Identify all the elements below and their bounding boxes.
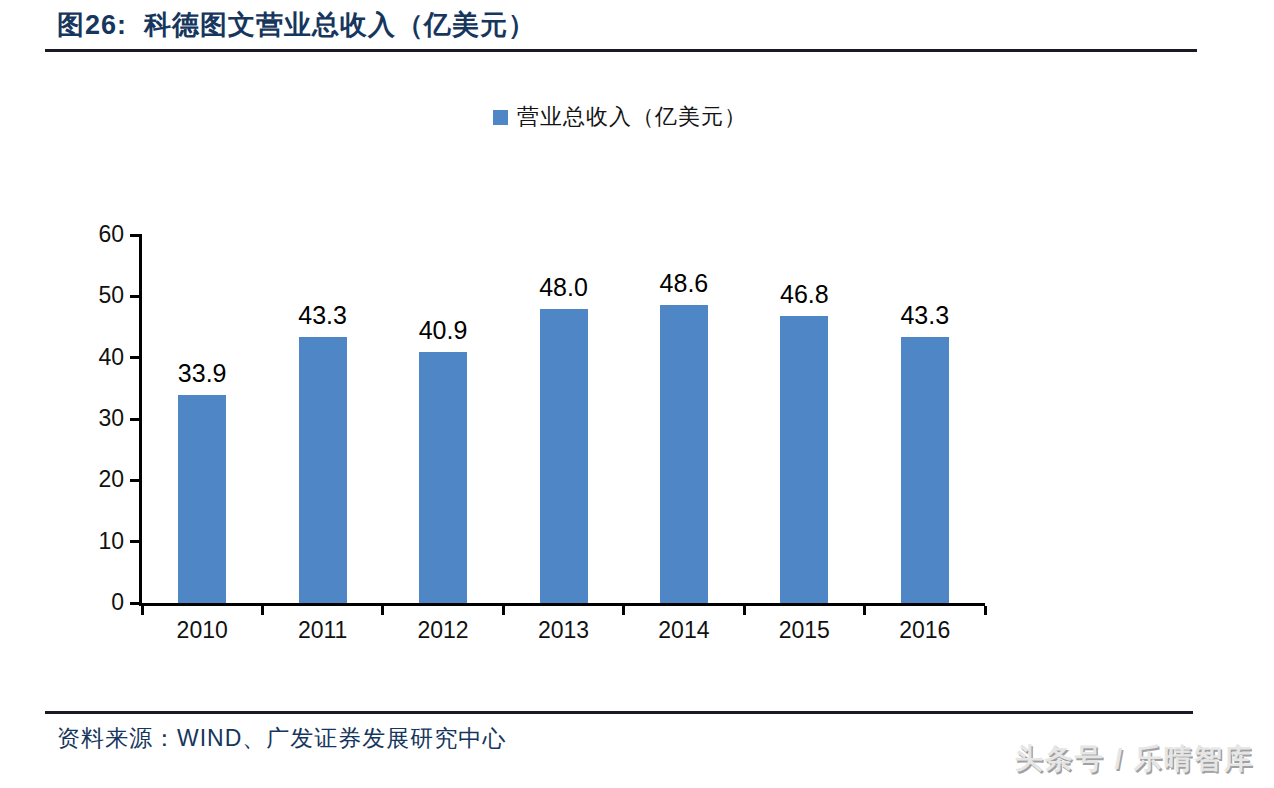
x-axis-tick (502, 606, 505, 615)
bar (780, 316, 828, 603)
x-axis-label: 2015 (749, 617, 859, 644)
y-axis-tick (130, 602, 139, 605)
x-axis-tick (261, 606, 264, 615)
y-axis-label: 20 (64, 466, 124, 493)
y-axis-tick (130, 418, 139, 421)
x-axis-label: 2014 (629, 617, 739, 644)
y-axis-tick (130, 295, 139, 298)
bar-value-label: 43.3 (268, 301, 378, 330)
x-axis-label: 2012 (388, 617, 498, 644)
y-axis-label: 10 (64, 528, 124, 555)
y-axis-label: 30 (64, 405, 124, 432)
y-axis-tick (130, 479, 139, 482)
bar-value-label: 46.8 (749, 280, 859, 309)
bar-value-label: 48.0 (509, 273, 619, 302)
y-axis-label: 0 (64, 589, 124, 616)
y-axis-line (139, 234, 142, 606)
bar-value-label: 43.3 (870, 301, 980, 330)
bar (901, 337, 949, 603)
y-axis-label: 40 (64, 344, 124, 371)
x-axis-label: 2011 (268, 617, 378, 644)
x-axis-tick (863, 606, 866, 615)
watermark: 头条号 / 乐晴智库 (1015, 740, 1254, 778)
y-axis-label: 60 (64, 221, 124, 248)
bar-value-label: 48.6 (629, 269, 739, 298)
y-axis-tick (130, 356, 139, 359)
x-axis-label: 2013 (509, 617, 619, 644)
y-axis-label: 50 (64, 282, 124, 309)
source-note: 资料来源：WIND、广发证券发展研究中心 (57, 723, 506, 754)
bar (419, 352, 467, 603)
y-axis-tick (130, 540, 139, 543)
x-axis-tick (141, 606, 144, 615)
bar (540, 309, 588, 603)
x-axis-tick (984, 606, 987, 615)
x-axis-label: 2016 (870, 617, 980, 644)
bar (299, 337, 347, 603)
bar-chart: 0 10 20 30 40 50 60 33.9 2010 43.3 2011 40.9 2012 48.… (0, 0, 1274, 788)
x-axis-tick (743, 606, 746, 615)
bar (660, 305, 708, 603)
x-axis-tick (381, 606, 384, 615)
x-axis-label: 2010 (147, 617, 257, 644)
bar (178, 395, 226, 603)
footer-divider (45, 711, 1193, 714)
bar-value-label: 40.9 (388, 316, 498, 345)
bar-value-label: 33.9 (147, 359, 257, 388)
y-axis-tick (130, 234, 139, 237)
x-axis-line (139, 603, 985, 606)
x-axis-tick (622, 606, 625, 615)
